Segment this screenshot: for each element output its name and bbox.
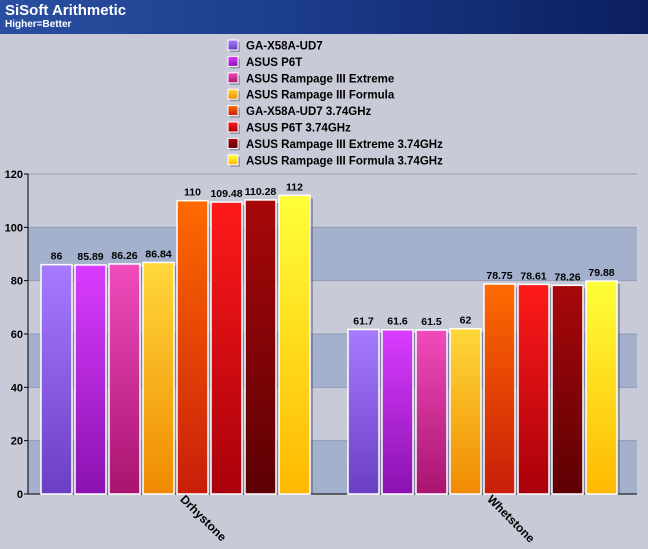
- data-label: 112: [286, 181, 303, 193]
- bar-whetstone-4: [449, 327, 482, 495]
- bar-whetstone-8: [585, 280, 618, 495]
- bar-whetstone-1: [347, 328, 380, 495]
- y-tick-label: 0: [17, 489, 23, 501]
- bar-whetstone-5: [483, 283, 516, 495]
- legend-swatch: [227, 72, 239, 84]
- data-label: 61.6: [387, 316, 408, 328]
- x-category-label: Whetstone: [484, 492, 537, 545]
- data-label: 86: [51, 251, 63, 263]
- data-label: 61.7: [353, 315, 374, 327]
- legend-swatch: [227, 105, 239, 117]
- data-label: 61.5: [421, 316, 442, 328]
- legend-swatch: [227, 55, 239, 67]
- data-label: 79.88: [588, 267, 614, 279]
- legend-label: GA-X58A-UD7 3.74GHz: [246, 106, 372, 118]
- legend-label: ASUS Rampage III Formula 3.74GHz: [246, 155, 443, 167]
- bar-drhystone-2: [74, 264, 107, 495]
- data-label: 78.26: [554, 271, 580, 283]
- legend-label: ASUS P6T: [246, 57, 302, 69]
- y-tick-label: 60: [11, 329, 23, 341]
- data-label: 86.84: [145, 248, 171, 260]
- data-label: 85.89: [77, 251, 103, 263]
- legend-label: ASUS Rampage III Extreme: [246, 73, 394, 85]
- bar-drhystone-7: [244, 199, 277, 495]
- data-label: 78.61: [520, 270, 546, 282]
- data-label: 110.28: [245, 186, 277, 198]
- bar-whetstone-3: [415, 329, 448, 495]
- chart-header: SiSoft Arithmetic Higher=Better: [0, 0, 648, 34]
- legend-swatch: [227, 137, 239, 149]
- legend-label: GA-X58A-UD7: [246, 41, 323, 53]
- bar-whetstone-7: [551, 284, 584, 495]
- bar-drhystone-3: [108, 263, 141, 495]
- data-label: 86.26: [111, 250, 137, 262]
- data-label: 78.75: [486, 270, 512, 282]
- y-tick-label: 20: [11, 436, 23, 448]
- chart-subtitle: Higher=Better: [5, 19, 72, 30]
- legend-label: ASUS Rampage III Formula: [246, 90, 395, 102]
- legend-label: ASUS P6T 3.74GHz: [246, 123, 351, 135]
- legend-swatch: [227, 121, 239, 133]
- x-category-label: Drhystone: [177, 492, 229, 544]
- y-tick-label: 80: [11, 276, 23, 288]
- bar-whetstone-6: [517, 283, 550, 495]
- y-tick-label: 40: [11, 382, 23, 394]
- bar-whetstone-2: [381, 328, 414, 495]
- legend-label: ASUS Rampage III Extreme 3.74GHz: [246, 139, 443, 151]
- bar-drhystone-6: [210, 201, 243, 495]
- legend-swatch: [227, 154, 239, 166]
- bar-drhystone-1: [40, 263, 73, 495]
- data-label: 109.48: [210, 188, 242, 200]
- data-label: 110: [184, 187, 201, 199]
- bar-drhystone-5: [176, 199, 209, 495]
- bar-drhystone-4: [142, 261, 175, 495]
- bar-drhystone-8: [278, 194, 311, 495]
- y-tick-label: 120: [5, 169, 23, 181]
- data-label: 62: [460, 315, 472, 327]
- y-tick-label: 100: [5, 222, 23, 234]
- legend-swatch: [227, 39, 239, 51]
- plot-band: [28, 174, 637, 228]
- legend-swatch: [227, 88, 239, 100]
- chart-title: SiSoft Arithmetic: [5, 2, 127, 19]
